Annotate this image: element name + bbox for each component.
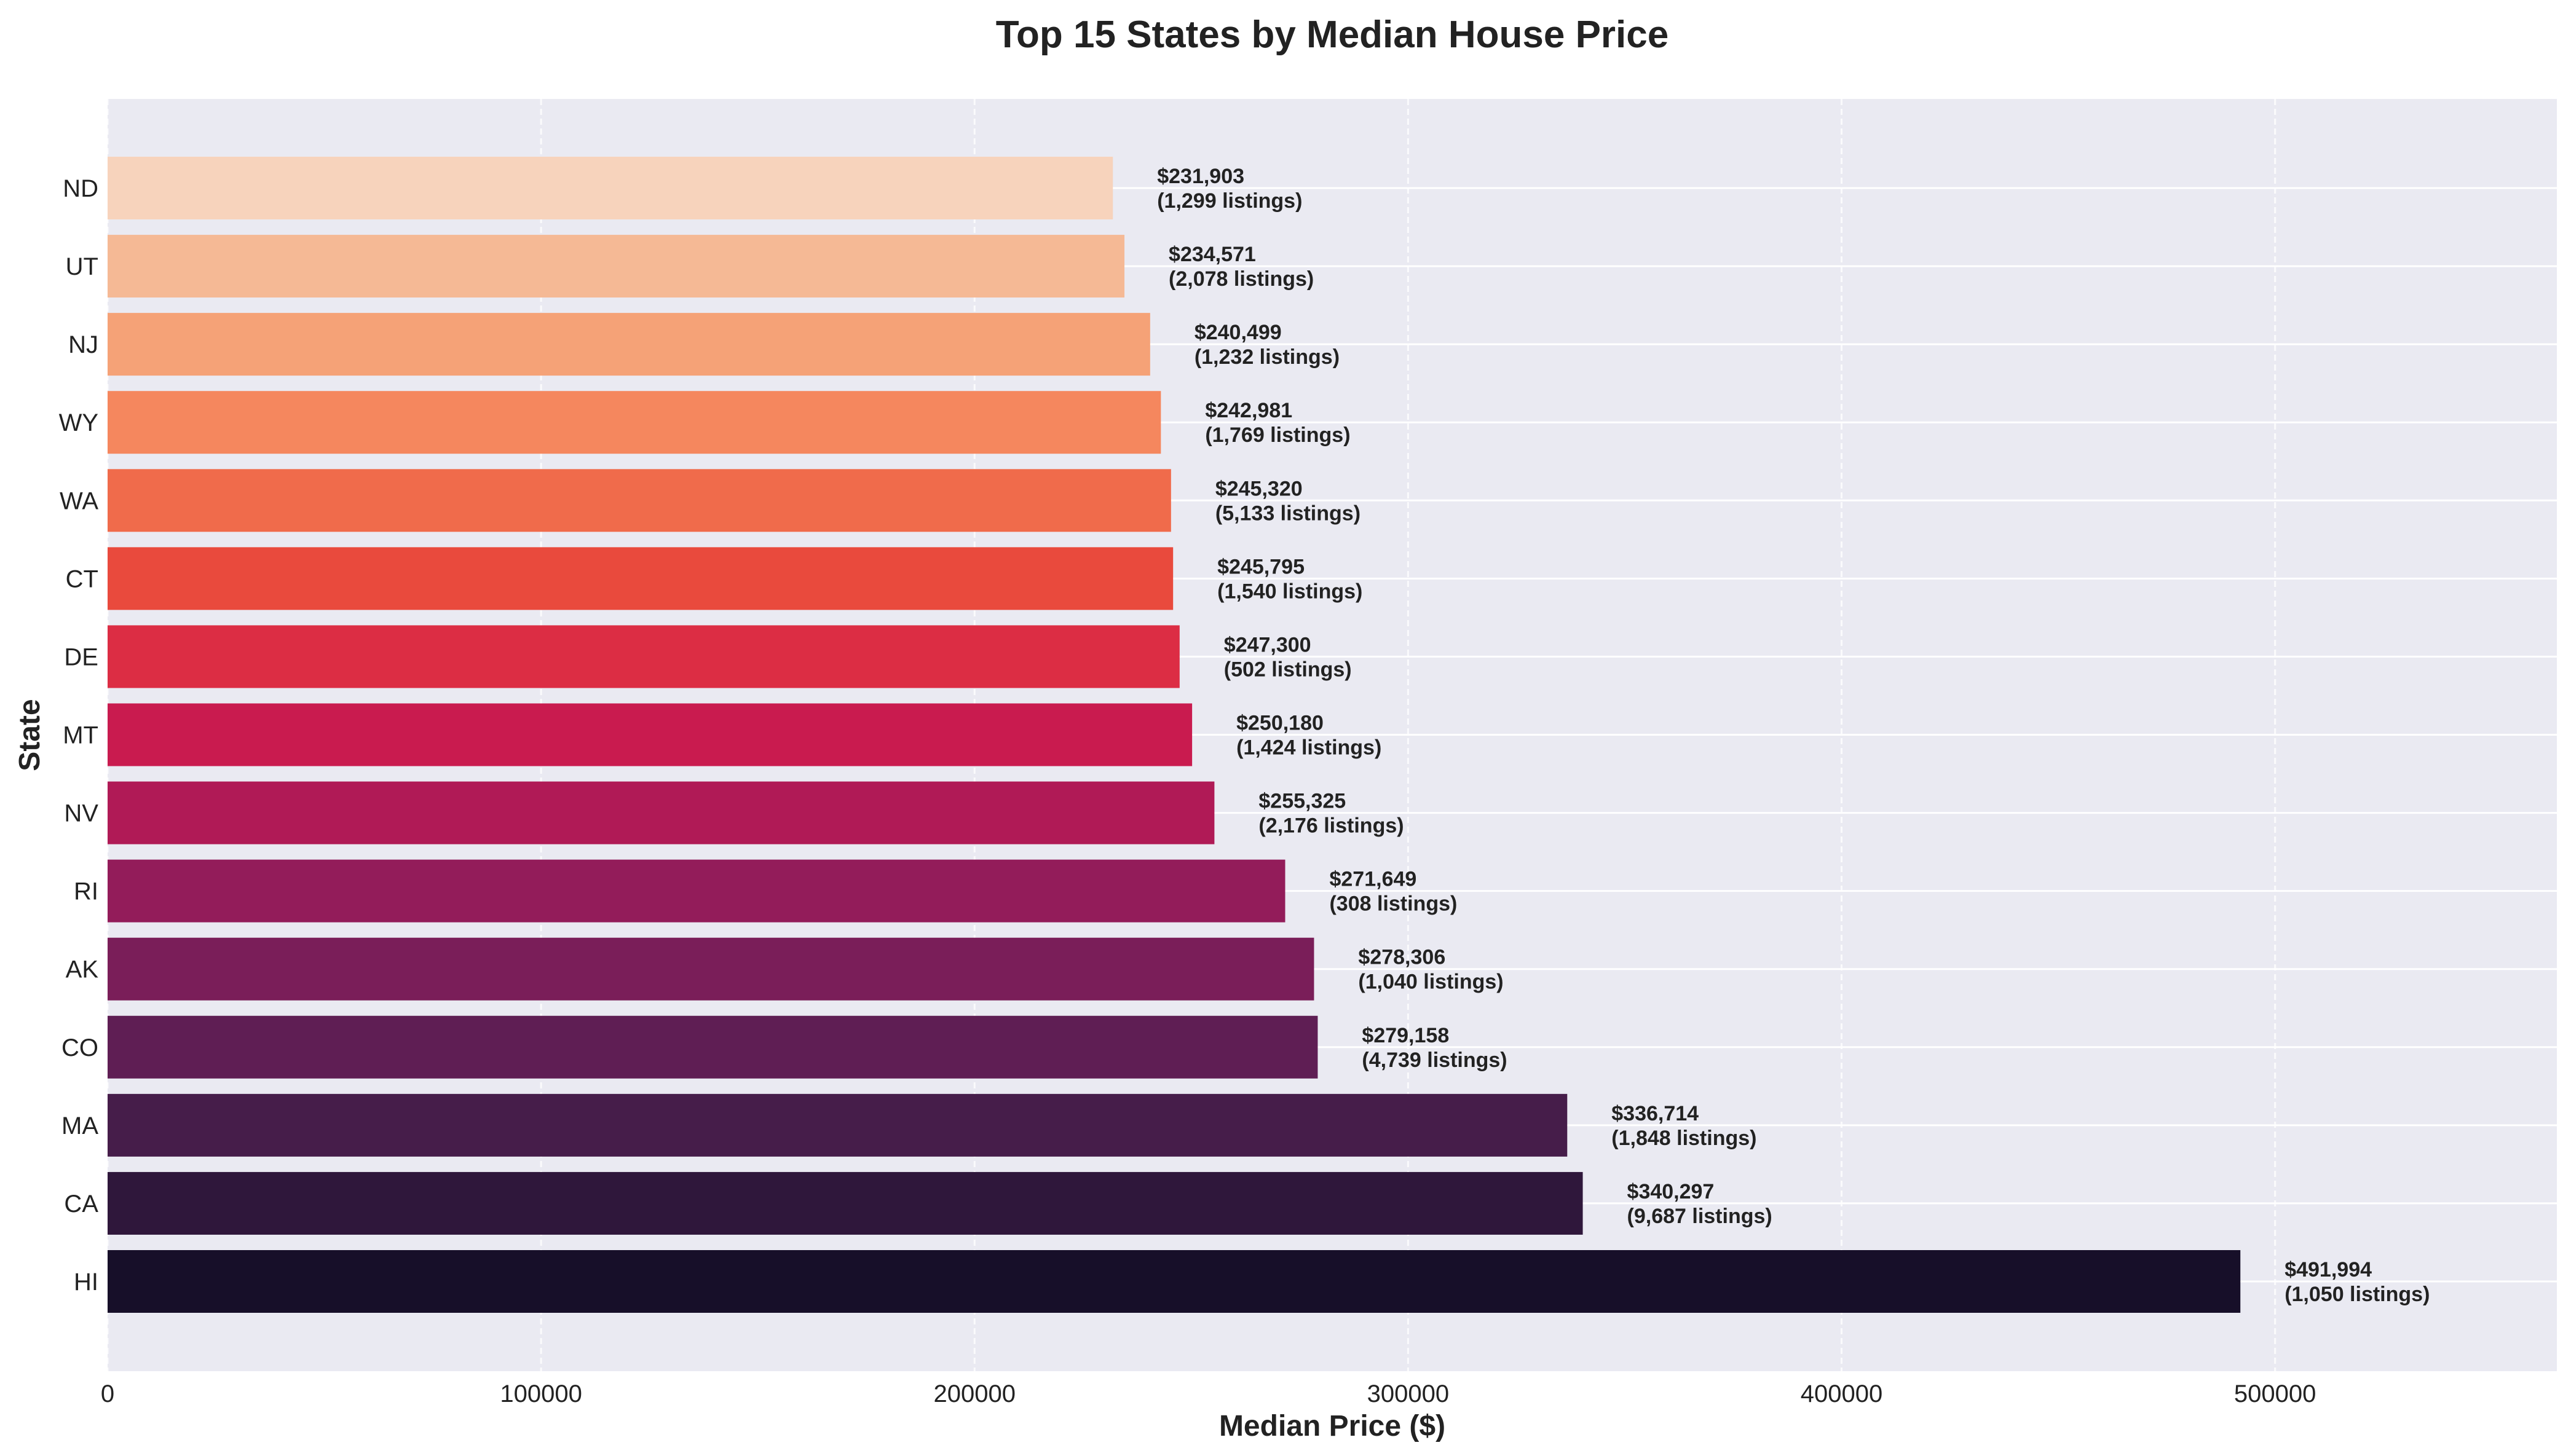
y-tick-label: NJ xyxy=(68,331,98,358)
price-label: $491,994 xyxy=(2285,1258,2372,1281)
y-tick-label: AK xyxy=(66,956,99,983)
y-tick-label: UT xyxy=(66,253,98,280)
listings-label: (9,687 listings) xyxy=(1627,1205,1772,1228)
price-label: $250,180 xyxy=(1236,712,1324,735)
price-label: $255,325 xyxy=(1258,790,1346,813)
bar-hi xyxy=(108,1250,2241,1313)
bar-wa xyxy=(108,469,1171,532)
listings-label: (1,040 listings) xyxy=(1358,970,1503,994)
bar-ca xyxy=(108,1171,1583,1235)
listings-label: (1,299 listings) xyxy=(1157,189,1302,213)
listings-label: (2,078 listings) xyxy=(1169,267,1314,291)
x-tick-label: 0 xyxy=(101,1380,114,1407)
y-tick-label: WA xyxy=(60,487,98,514)
listings-label: (1,424 listings) xyxy=(1236,736,1381,760)
x-tick-label: 500000 xyxy=(2234,1380,2316,1407)
price-label: $234,571 xyxy=(1169,243,1256,266)
bar-de xyxy=(108,625,1180,688)
y-tick-label: NV xyxy=(64,800,98,827)
listings-label: (1,540 listings) xyxy=(1217,580,1362,603)
price-label: $278,306 xyxy=(1358,946,1445,969)
listings-label: (1,848 listings) xyxy=(1611,1127,1756,1150)
chart-title: Top 15 States by Median House Price xyxy=(996,14,1669,56)
price-label: $240,499 xyxy=(1195,321,1282,344)
bar-ct xyxy=(108,547,1174,610)
bar-nv xyxy=(108,781,1215,844)
bar-mt xyxy=(108,703,1193,766)
x-tick-label: 200000 xyxy=(934,1380,1016,1407)
bar-ma xyxy=(108,1093,1568,1157)
price-label: $231,903 xyxy=(1157,165,1244,188)
price-label: $242,981 xyxy=(1205,399,1292,422)
x-tick-label: 300000 xyxy=(1367,1380,1449,1407)
listings-label: (1,050 listings) xyxy=(2285,1283,2430,1306)
listings-label: (502 listings) xyxy=(1224,658,1352,681)
listings-label: (4,739 listings) xyxy=(1362,1049,1507,1072)
price-label: $247,300 xyxy=(1224,633,1311,656)
y-tick-label: HI xyxy=(74,1269,98,1296)
y-tick-label: MA xyxy=(61,1112,98,1139)
y-tick-label: CT xyxy=(66,565,98,592)
bar-nd xyxy=(108,157,1113,219)
listings-label: (308 listings) xyxy=(1329,892,1457,916)
y-tick-label: WY xyxy=(59,409,98,436)
bar-nj xyxy=(108,313,1150,376)
bar-ak xyxy=(108,937,1314,1001)
x-tick-label: 400000 xyxy=(1801,1380,1882,1407)
y-tick-label: RI xyxy=(74,878,98,905)
x-tick-label: 100000 xyxy=(500,1380,582,1407)
bar-ri xyxy=(108,859,1285,923)
listings-label: (1,232 listings) xyxy=(1195,345,1340,369)
bars xyxy=(108,157,2241,1313)
x-axis-label: Median Price ($) xyxy=(1219,1410,1445,1442)
y-tick-labels: ND UT NJ WY WA CT DE MT NV RI AK CO MA CA HI xyxy=(59,175,99,1296)
listings-label: (1,769 listings) xyxy=(1205,423,1350,447)
y-tick-label: CA xyxy=(64,1190,98,1218)
price-label: $245,795 xyxy=(1217,555,1305,578)
listings-label: (2,176 listings) xyxy=(1258,814,1404,838)
y-tick-label: ND xyxy=(63,175,98,202)
data-labels: $231,903(1,299 listings) $234,571(2,078 l… xyxy=(1157,165,2430,1306)
price-label: $271,649 xyxy=(1329,868,1416,891)
y-axis-label: State xyxy=(14,699,46,771)
y-tick-label: MT xyxy=(63,722,98,749)
bar-wy xyxy=(108,391,1161,454)
price-label: $245,320 xyxy=(1215,477,1303,500)
price-label: $336,714 xyxy=(1611,1102,1699,1125)
bar-ut xyxy=(108,235,1125,298)
price-label: $279,158 xyxy=(1362,1024,1449,1047)
listings-label: (5,133 listings) xyxy=(1215,502,1360,525)
price-label: $340,297 xyxy=(1627,1180,1715,1203)
y-tick-label: DE xyxy=(64,643,98,671)
x-tick-labels: 0 100000 200000 300000 400000 500000 xyxy=(101,1380,2316,1407)
y-tick-label: CO xyxy=(61,1034,98,1061)
bar-co xyxy=(108,1015,1318,1079)
